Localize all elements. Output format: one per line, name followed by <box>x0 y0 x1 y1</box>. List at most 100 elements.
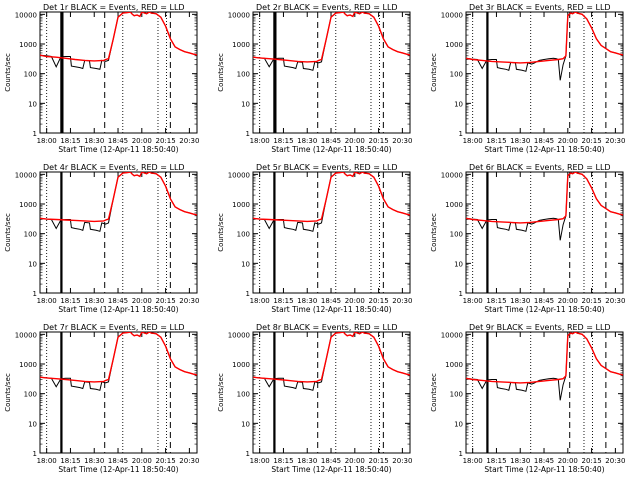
y-tick-label: 10000 <box>441 171 463 179</box>
lld-series-line <box>253 332 410 383</box>
chart-panel-5: Det 5r BLACK = Events, RED = LLD 1 10 100 10… <box>217 163 412 314</box>
x-tick-label: 18:00 <box>463 137 483 145</box>
y-tick-label: 1000 <box>232 41 250 49</box>
x-tick-label: 18:15 <box>60 297 80 305</box>
lld-series-line <box>253 12 410 63</box>
x-tick-label: 18:00 <box>37 297 57 305</box>
axes-frame <box>39 11 198 134</box>
y-tick-label: 10 <box>241 260 250 268</box>
axes-frame <box>39 171 198 294</box>
y-axis-label: Counts/sec <box>217 373 225 412</box>
x-tick-label: 20:00 <box>345 457 365 465</box>
x-tick-label: 20:30 <box>392 137 412 145</box>
x-tick-label: 18:00 <box>37 457 57 465</box>
x-tick-label: 20:30 <box>392 457 412 465</box>
y-tick-label: 1 <box>246 290 250 298</box>
x-tick-label: 20:15 <box>369 457 389 465</box>
y-tick-label: 10 <box>454 100 463 108</box>
chart-title: Det 1r BLACK = Events, RED = LLD <box>43 3 185 12</box>
x-tick-label: 20:15 <box>582 297 602 305</box>
chart-title: Det 4r BLACK = Events, RED = LLD <box>43 163 185 172</box>
x-tick-label: 18:30 <box>84 457 104 465</box>
x-tick-label: 20:30 <box>392 297 412 305</box>
x-tick-label: 18:15 <box>60 457 80 465</box>
y-tick-label: 10 <box>28 420 37 428</box>
lld-series-line <box>466 12 623 64</box>
lld-series-line <box>40 172 197 223</box>
events-series-line <box>253 12 410 71</box>
x-tick-label: 18:30 <box>297 137 317 145</box>
x-tick-label: 20:30 <box>605 297 625 305</box>
x-tick-label: 18:45 <box>321 297 341 305</box>
y-tick-label: 10000 <box>15 171 37 179</box>
x-tick-label: 18:45 <box>108 137 128 145</box>
x-tick-label: 18:45 <box>534 297 554 305</box>
x-tick-label: 20:00 <box>345 297 365 305</box>
x-tick-label: 18:15 <box>273 297 293 305</box>
events-series-line <box>466 172 623 241</box>
y-tick-label: 10 <box>241 100 250 108</box>
y-tick-label: 1000 <box>19 41 37 49</box>
lld-series-line <box>253 172 410 223</box>
x-tick-label: 18:00 <box>250 457 270 465</box>
lld-series-line <box>40 332 197 383</box>
y-axis-label: Counts/sec <box>4 373 12 412</box>
chart-title: Det 8r BLACK = Events, RED = LLD <box>256 323 398 332</box>
chart-panel-3: Det 3r BLACK = Events, RED = LLD 1 10 100 10… <box>430 3 625 154</box>
y-tick-label: 10000 <box>15 331 37 339</box>
x-tick-label: 18:30 <box>297 297 317 305</box>
axes-frame <box>465 171 624 294</box>
chart-title: Det 9r BLACK = Events, RED = LLD <box>469 323 611 332</box>
x-tick-label: 20:15 <box>369 137 389 145</box>
axes-frame <box>252 331 411 454</box>
x-tick-label: 20:30 <box>605 457 625 465</box>
x-tick-label: 18:00 <box>37 137 57 145</box>
x-tick-label: 20:15 <box>156 457 176 465</box>
x-tick-label: 20:00 <box>558 457 578 465</box>
y-tick-label: 1000 <box>445 361 463 369</box>
x-tick-label: 20:00 <box>132 457 152 465</box>
events-series-line <box>253 172 410 232</box>
y-tick-label: 1000 <box>19 361 37 369</box>
chart-panel-2: Det 2r BLACK = Events, RED = LLD 1 10 100 10… <box>217 3 412 154</box>
x-tick-label: 20:15 <box>156 297 176 305</box>
x-tick-label: 18:15 <box>60 137 80 145</box>
events-series-line <box>466 332 623 401</box>
y-axis-label: Counts/sec <box>217 53 225 92</box>
y-tick-label: 10000 <box>15 11 37 19</box>
x-tick-label: 20:30 <box>179 457 199 465</box>
x-tick-label: 18:45 <box>108 297 128 305</box>
x-tick-label: 18:15 <box>486 137 506 145</box>
y-tick-label: 10 <box>28 260 37 268</box>
x-tick-label: 18:30 <box>297 457 317 465</box>
chart-panel-8: Det 8r BLACK = Events, RED = LLD 1 10 100 10… <box>217 323 412 474</box>
x-tick-label: 18:30 <box>510 137 530 145</box>
x-tick-label: 20:30 <box>179 297 199 305</box>
axes-frame <box>465 331 624 454</box>
x-tick-label: 18:15 <box>273 137 293 145</box>
y-axis-label: Counts/sec <box>430 213 438 252</box>
x-axis-label: Start Time (12-Apr-11 18:50:40) <box>484 145 604 154</box>
x-tick-label: 18:30 <box>510 457 530 465</box>
y-tick-label: 10000 <box>228 331 250 339</box>
x-tick-label: 20:30 <box>179 137 199 145</box>
lld-series-line <box>466 172 623 224</box>
chart-panel-7: Det 7r BLACK = Events, RED = LLD 1 10 100 10… <box>4 323 199 474</box>
y-tick-label: 10000 <box>441 331 463 339</box>
y-axis-label: Counts/sec <box>430 53 438 92</box>
x-axis-label: Start Time (12-Apr-11 18:50:40) <box>58 145 178 154</box>
y-tick-label: 1000 <box>232 361 250 369</box>
x-tick-label: 18:15 <box>486 457 506 465</box>
y-tick-label: 100 <box>24 71 37 79</box>
x-axis-label: Start Time (12-Apr-11 18:50:40) <box>271 465 391 474</box>
y-tick-label: 10 <box>454 420 463 428</box>
x-tick-label: 20:00 <box>345 137 365 145</box>
x-axis-label: Start Time (12-Apr-11 18:50:40) <box>484 465 604 474</box>
y-axis-label: Counts/sec <box>4 53 12 92</box>
y-axis-label: Counts/sec <box>430 373 438 412</box>
lld-series-line <box>40 12 197 62</box>
y-tick-label: 100 <box>237 231 250 239</box>
y-tick-label: 1 <box>459 290 463 298</box>
x-axis-label: Start Time (12-Apr-11 18:50:40) <box>484 305 604 314</box>
